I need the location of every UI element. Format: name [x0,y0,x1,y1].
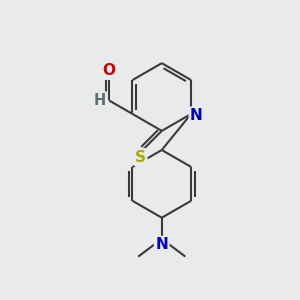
Text: O: O [103,63,116,78]
Text: H: H [94,93,106,108]
Text: N: N [155,237,168,252]
Text: S: S [135,150,146,165]
Text: N: N [190,108,203,123]
